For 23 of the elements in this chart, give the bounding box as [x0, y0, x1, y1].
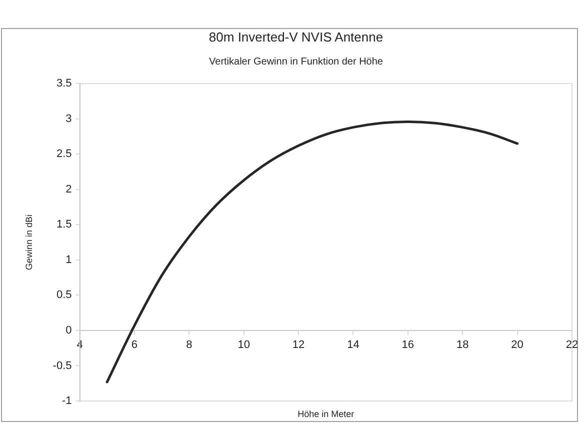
- x-tick-label: 22: [566, 339, 578, 352]
- y-tick-label: 0.5: [56, 289, 72, 302]
- x-tick-label: 12: [292, 339, 305, 352]
- y-tick-label: -0.5: [52, 360, 72, 372]
- chart-subtitle: Vertikaler Gewinn in Funktion der Höhe: [209, 56, 384, 68]
- y-tick-label: 3: [66, 112, 72, 125]
- y-tick-label: 2.5: [56, 148, 72, 160]
- y-tick-label: 0: [66, 324, 72, 336]
- x-tick-label: 18: [456, 339, 469, 352]
- chart-title: 80m Inverted-V NVIS Antenne: [208, 29, 384, 44]
- x-tick-label: 10: [238, 339, 250, 352]
- x-axis-title: Höhe in Meter: [298, 409, 354, 419]
- x-tick-label: 16: [402, 339, 414, 352]
- y-tick-label: 1: [66, 254, 72, 266]
- y-axis-title: Gewinn in dBi: [24, 214, 34, 270]
- x-tick-label: 20: [511, 339, 524, 352]
- x-tick-label: 6: [131, 339, 138, 352]
- x-tick-label: 8: [186, 339, 192, 352]
- y-tick-label: 2: [66, 183, 72, 196]
- x-tick-label: 14: [347, 339, 360, 352]
- y-tick-label: 3.5: [56, 78, 72, 90]
- y-tick-label: -1: [62, 395, 72, 408]
- y-tick-label: 1.5: [56, 218, 72, 231]
